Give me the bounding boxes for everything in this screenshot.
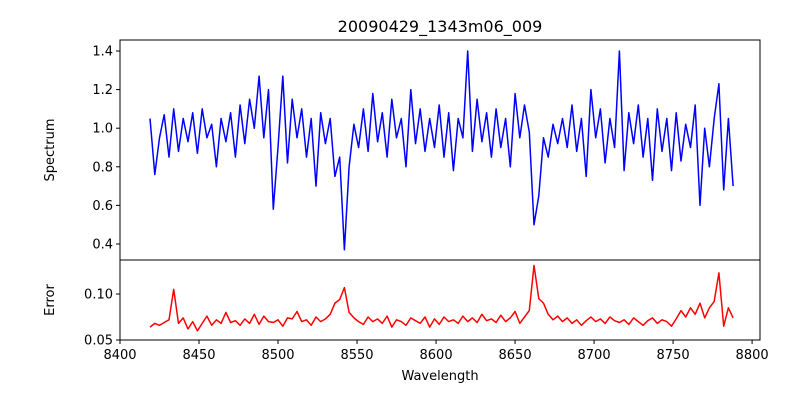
xtick-label: 8550: [340, 348, 373, 363]
xtick-label: 8500: [261, 348, 294, 363]
spectrum-ytick-label: 0.4: [92, 237, 113, 252]
xtick-label: 8800: [736, 348, 769, 363]
xtick-label: 8700: [578, 348, 611, 363]
xtick-label: 8650: [499, 348, 532, 363]
spectrum-ytick-label: 0.8: [92, 160, 113, 175]
error-ytick-label: 0.10: [84, 288, 113, 303]
spectrum-axes-frame: [119, 39, 761, 261]
error-ytick-label: 0.05: [84, 334, 113, 349]
spectrum-ytick-label: 1.0: [92, 122, 113, 137]
spectrum-line: [149, 50, 734, 251]
xtick-label: 8600: [420, 348, 453, 363]
chart-title: 20090429_1343m06_009: [338, 17, 543, 37]
spectrum-ytick-label: 0.6: [92, 199, 113, 214]
y-axis-label-error: Error: [43, 284, 58, 316]
y-axis-label-spectrum: Spectrum: [43, 119, 58, 182]
error-axes-frame: [119, 259, 761, 341]
xtick-label: 8450: [182, 348, 215, 363]
xtick-label: 8750: [657, 348, 690, 363]
spectrum-ytick-label: 1.4: [92, 45, 113, 60]
spectrum-ytick-label: 1.2: [92, 83, 113, 98]
error-line: [149, 264, 734, 332]
xtick-label: 8400: [103, 348, 136, 363]
x-axis-label: Wavelength: [401, 369, 478, 384]
